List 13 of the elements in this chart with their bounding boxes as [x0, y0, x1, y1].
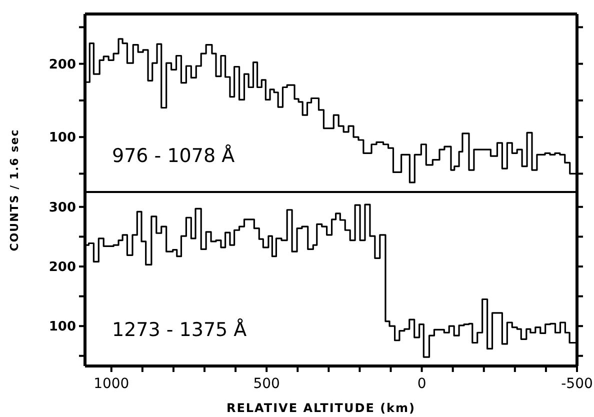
- annotation: 1273 - 1375 Å: [112, 318, 247, 341]
- x-tick-label: 0: [417, 376, 426, 392]
- y-tick-label: 300: [48, 200, 76, 216]
- y-tick-label: 200: [48, 57, 76, 72]
- x-tick-label: -500: [561, 376, 593, 392]
- y-tick-label: 100: [48, 130, 76, 146]
- y-tick-label: 200: [48, 260, 76, 276]
- x-tick-label: 1000: [94, 376, 130, 392]
- annotation: 976 - 1078 Å: [112, 144, 235, 167]
- x-axis-title: RELATIVE ALTITUDE (km): [226, 401, 416, 415]
- y-axis-title: COUNTS / 1.6 sec: [8, 128, 21, 252]
- x-tick-label: 500: [253, 376, 280, 392]
- y-tick-label: 100: [48, 320, 76, 335]
